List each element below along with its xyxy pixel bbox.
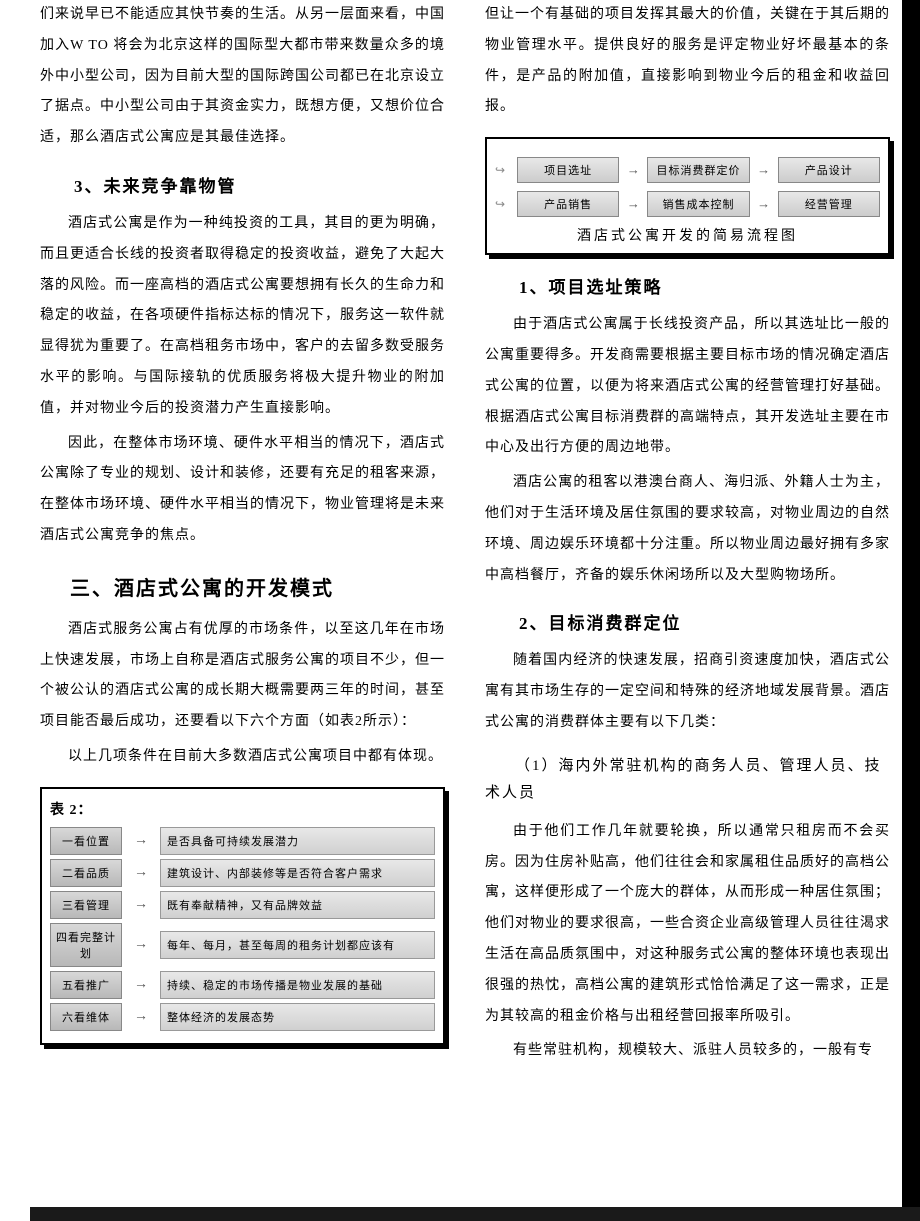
flow-node: 销售成本控制 [647, 191, 749, 217]
table-row: 一看位置 → 是否具备可持续发展潜力 [50, 827, 435, 855]
table-row: 六看维体 → 整体经济的发展态势 [50, 1003, 435, 1031]
para-service-value: 但让一个有基础的项目发挥其最大的价值，关键在于其后期的物业管理水平。提供良好的服… [485, 0, 890, 123]
para-site-selection: 由于酒店式公寓属于长线投资产品，所以其选址比一般的公寓重要得多。开发商需要根据主… [485, 310, 890, 464]
page-bottom-shadow [30, 1207, 920, 1221]
para-market-conditions: 酒店式服务公寓占有优厚的市场条件，以至这几年在市场上快速发展，市场上自称是酒店式… [40, 615, 445, 738]
table2-desc: 是否具备可持续发展潜力 [160, 827, 435, 855]
para-consumer-intro: 随着国内经济的快速发展，招商引资速度加快，酒店式公寓有其市场生存的一定空间和特殊… [485, 646, 890, 738]
table-row: 三看管理 → 既有奉献精神，又有品牌效益 [50, 891, 435, 919]
flow-row-2: ↪ 产品销售 → 销售成本控制 → 经营管理 [495, 191, 880, 217]
table2-figure: 表 2： 一看位置 → 是否具备可持续发展潜力二看品质 → 建筑设计、内部装修等是否符合… [40, 787, 445, 1045]
para-management-focus: 因此，在整体市场环境、硬件水平相当的情况下，酒店式公寓除了专业的规划、设计和装修… [40, 429, 445, 552]
para-conditions-summary: 以上几项条件在目前大多数酒店式公寓项目中都有体现。 [40, 742, 445, 773]
table2-label: 一看位置 [50, 827, 122, 855]
heading-competition: 3、未来竞争靠物管 [40, 172, 445, 197]
page-right-shadow [902, 0, 920, 1221]
para-wto: 们来说早已不能适应其快节奏的生活。从另一层面来看，中国加入W TO 将会为北京这… [40, 0, 445, 154]
para-tenant-profile: 酒店公寓的租客以港澳台商人、海归派、外籍人士为主，他们对于生活环境及居住氛围的要… [485, 468, 890, 591]
arrow-right-icon: → [130, 937, 152, 953]
para-investment: 酒店式公寓是作为一种纯投资的工具，其目的更为明确，而且更适合长线的投资者取得稳定… [40, 209, 445, 425]
flow-node: 产品设计 [778, 157, 880, 183]
arrow-right-icon: → [754, 162, 774, 178]
flow-node: 目标消费群定价 [647, 157, 749, 183]
flow-row-1: ↪ 项目选址 → 目标消费群定价 → 产品设计 [495, 157, 880, 183]
table2-label: 五看推广 [50, 971, 122, 999]
subheading-business-staff: （1）海内外常驻机构的商务人员、管理人员、技术人员 [485, 753, 890, 807]
arrow-right-icon: → [130, 1009, 152, 1025]
flow-node: 项目选址 [517, 157, 619, 183]
arrow-right-icon: → [130, 977, 152, 993]
arrow-right-icon: → [130, 897, 152, 913]
flow-continue-icon: ↪ [495, 197, 513, 212]
table2-desc: 建筑设计、内部装修等是否符合客户需求 [160, 859, 435, 887]
table2-title: 表 2： [50, 799, 435, 819]
arrow-right-icon: → [754, 196, 774, 212]
table-row: 五看推广 → 持续、稳定的市场传播是物业发展的基础 [50, 971, 435, 999]
arrow-right-icon: → [130, 865, 152, 881]
flow-node: 经营管理 [778, 191, 880, 217]
arrow-right-icon: → [623, 162, 643, 178]
arrow-right-icon: → [130, 833, 152, 849]
flowchart-figure: ↪ 项目选址 → 目标消费群定价 → 产品设计 ↪ 产品销售 → 销售成本控制 … [485, 137, 890, 255]
heading-site-selection: 1、项目选址策略 [485, 273, 890, 298]
table2-desc: 整体经济的发展态势 [160, 1003, 435, 1031]
table2-desc: 持续、稳定的市场传播是物业发展的基础 [160, 971, 435, 999]
table-row: 二看品质 → 建筑设计、内部装修等是否符合客户需求 [50, 859, 435, 887]
table2-label: 四看完整计划 [50, 923, 122, 967]
para-rotation-rent: 由于他们工作几年就要轮换，所以通常只租房而不会买房。因为住房补贴高，他们往往会和… [485, 817, 890, 1033]
table-row: 四看完整计划 → 每年、每月，甚至每周的租务计划都应该有 [50, 923, 435, 967]
flow-node: 产品销售 [517, 191, 619, 217]
heading-dev-model: 三、酒店式公寓的开发模式 [40, 572, 445, 601]
heading-target-consumers: 2、目标消费群定位 [485, 609, 890, 634]
table2-desc: 每年、每月，甚至每周的租务计划都应该有 [160, 931, 435, 959]
arrow-right-icon: → [623, 196, 643, 212]
flowchart-caption: 酒店式公寓开发的简易流程图 [495, 225, 880, 245]
para-large-orgs: 有些常驻机构，规模较大、派驻人员较多的，一般有专 [485, 1036, 890, 1067]
table2-label: 三看管理 [50, 891, 122, 919]
table2-label: 二看品质 [50, 859, 122, 887]
flow-start-icon: ↪ [495, 163, 513, 178]
table2-label: 六看维体 [50, 1003, 122, 1031]
table2-desc: 既有奉献精神，又有品牌效益 [160, 891, 435, 919]
